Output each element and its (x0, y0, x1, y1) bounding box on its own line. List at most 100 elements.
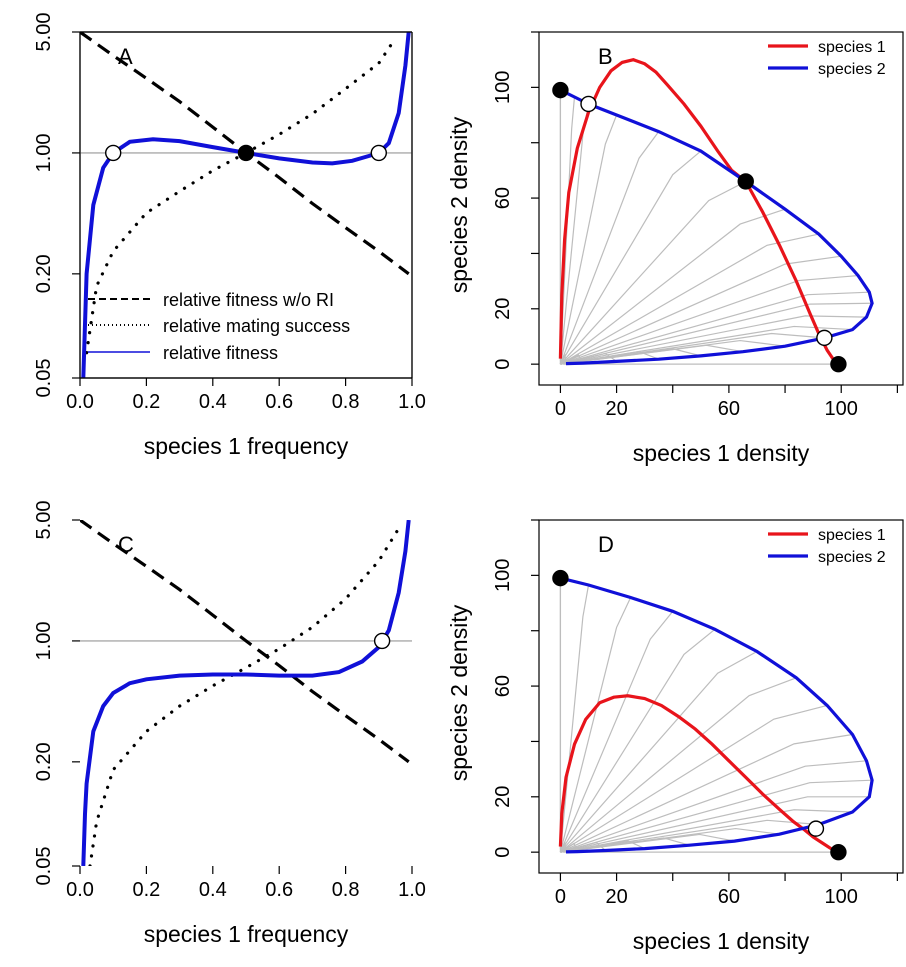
x-tick-label: 0.4 (199, 391, 227, 413)
y-axis-title: species 2 density (446, 604, 472, 781)
stable-equilibrium-point (830, 843, 847, 861)
legend-label: relative fitness (163, 343, 278, 363)
series-line-solid (81, 520, 411, 866)
x-tick-label: 0.2 (132, 879, 160, 901)
trajectory-line (559, 353, 567, 365)
panel-letter: B (598, 44, 613, 69)
unstable-equilibrium-point (370, 144, 387, 162)
y-tick-label: 5.00 (33, 501, 55, 540)
y-tick-label: 5.00 (33, 13, 55, 52)
trajectory-line (560, 352, 617, 365)
trajectory-line (560, 208, 786, 365)
trajectory-line (560, 733, 853, 853)
trajectory-line (560, 796, 870, 853)
unstable-equilibrium-point (373, 632, 391, 650)
trajectory-line (560, 255, 842, 365)
y-tick-label: 0 (492, 359, 514, 370)
x-tick-label: 0.0 (66, 391, 94, 413)
trajectory-line (560, 837, 690, 853)
y-tick-label: 1.00 (33, 621, 55, 660)
stable-equilibrium-point (830, 355, 847, 373)
trajectory-line (560, 760, 867, 853)
panel-d: 0 20 60 100 0 20 60 100 species 1 density species… (446, 519, 904, 954)
x-tick-label: 0.0 (66, 879, 94, 901)
trajectory-line (559, 628, 716, 853)
trajectory-line (560, 842, 578, 853)
trajectory-line (559, 114, 618, 365)
legend-label: species 2 (818, 549, 886, 566)
trajectory-line (560, 291, 870, 365)
x-axis-title: species 1 frequency (144, 433, 349, 459)
y-tick-label: 100 (492, 559, 514, 592)
legend-label: relative mating success (163, 316, 350, 336)
legend-label: relative fitness w/o RI (163, 290, 334, 310)
y-axis-title: species 2 density (446, 116, 472, 293)
stable-equilibrium-point (237, 144, 255, 162)
panel-a: 0.0 0.2 0.4 0.6 0.8 1.0 0.05 0.20 1.00 5.00 specie… (33, 13, 426, 459)
x-tick-label: 0 (555, 886, 566, 908)
trajectory-line (559, 597, 632, 853)
trajectory-line (559, 650, 758, 853)
x-tick-label: 0.8 (332, 879, 360, 901)
unstable-equilibrium-point (816, 329, 833, 347)
y-tick-label: 0 (492, 847, 514, 858)
y-tick-label: 60 (492, 187, 514, 209)
trajectory-line (560, 809, 853, 853)
trajectory-line (560, 779, 873, 853)
trajectory-line (560, 233, 819, 365)
x-tick-label: 60 (718, 886, 740, 908)
series-line-species-1 (558, 694, 840, 854)
series-line-species-2 (560, 576, 874, 854)
series-line-species-2 (559, 88, 874, 366)
x-tick-label: 0.6 (265, 391, 293, 413)
stable-equilibrium-point (552, 569, 569, 587)
y-tick-label: 100 (492, 71, 514, 104)
y-tick-label: 0.20 (33, 254, 55, 293)
x-tick-label: 0.4 (199, 879, 227, 901)
trajectory-line (559, 841, 567, 853)
y-tick-label: 1.00 (33, 133, 55, 172)
unstable-equilibrium-point (807, 820, 825, 837)
plot-frame (538, 31, 904, 386)
trajectory-line (560, 351, 659, 365)
series-line-solid (81, 32, 411, 378)
trajectory-line (559, 180, 747, 365)
x-axis-title: species 1 density (633, 928, 810, 954)
x-tick-label: 100 (825, 398, 858, 420)
x-axis-title: species 1 density (633, 440, 810, 466)
trajectory-line (560, 274, 859, 365)
x-tick-label: 20 (605, 398, 627, 420)
x-tick-label: 0 (555, 398, 566, 420)
trajectory-line (559, 150, 702, 365)
trajectory-line (559, 96, 576, 365)
y-tick-label: 0.05 (33, 847, 55, 886)
trajectory-line (560, 302, 873, 365)
trajectory-line (559, 131, 660, 365)
y-tick-label: 20 (492, 298, 514, 320)
series-line-dotted (85, 36, 397, 355)
trajectory-line (559, 610, 674, 853)
series-line-species-1 (558, 58, 840, 366)
x-tick-label: 1.0 (398, 391, 426, 413)
y-tick-label: 0.20 (33, 742, 55, 781)
x-axis-title: species 1 frequency (144, 921, 349, 947)
stable-equilibrium-point (552, 81, 569, 99)
y-tick-label: 60 (492, 675, 514, 697)
stable-equilibrium-point (737, 173, 754, 190)
x-tick-label: 100 (825, 886, 858, 908)
legend-label: species 1 (818, 527, 886, 544)
y-tick-label: 0.05 (33, 359, 55, 398)
unstable-equilibrium-point (104, 144, 122, 162)
trajectory-line (560, 841, 606, 853)
panel-c: 0.0 0.2 0.4 0.6 0.8 1.0 0.05 0.20 1.00 5.00 specie… (33, 31, 426, 947)
x-tick-label: 0.2 (132, 391, 160, 413)
x-tick-label: 0.8 (332, 391, 360, 413)
panel-b: 0 20 60 100 0 20 60 100 species 1 density species… (446, 31, 904, 466)
trajectory-line (560, 704, 828, 853)
x-tick-label: 20 (605, 886, 627, 908)
legend-label: species 1 (818, 39, 886, 56)
trajectory-line (560, 677, 797, 853)
trajectory-line (560, 840, 645, 853)
unstable-equilibrium-point (580, 95, 597, 113)
